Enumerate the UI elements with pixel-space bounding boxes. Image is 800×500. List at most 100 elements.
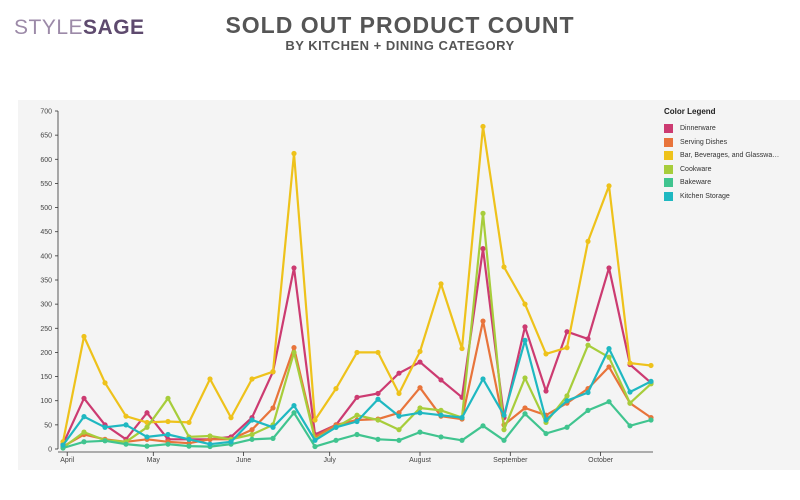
logo-text-style: STYLE — [14, 16, 84, 39]
data-point — [459, 345, 465, 352]
legend-swatch — [664, 124, 673, 134]
data-point — [81, 395, 87, 401]
data-point — [417, 405, 423, 411]
data-point — [375, 417, 381, 423]
legend-label: Kitchen Storage — [680, 192, 730, 200]
y-tick-label: 350 — [40, 278, 52, 285]
data-point — [291, 345, 297, 351]
legend-item[interactable]: Dinnerware — [664, 122, 794, 136]
data-point — [312, 417, 318, 423]
data-point — [102, 424, 108, 430]
data-point — [375, 436, 381, 442]
data-point — [585, 407, 591, 413]
x-tick-label: August — [409, 457, 431, 464]
data-point — [144, 443, 150, 449]
x-tick-label: October — [588, 457, 614, 464]
color-legend: Color Legend Dinnerware Serving Dishes Bar… — [664, 107, 794, 203]
legend-label: Cookware — [680, 165, 712, 173]
data-point — [459, 437, 465, 443]
data-point — [501, 427, 507, 433]
legend-item[interactable]: Bar, Beverages, and Glasswa… — [664, 149, 794, 163]
data-point — [480, 423, 486, 429]
data-point — [522, 324, 528, 330]
data-point — [438, 377, 444, 383]
data-point — [564, 393, 570, 399]
data-point — [291, 150, 297, 157]
data-point — [312, 437, 318, 443]
data-point — [627, 360, 633, 366]
data-point — [543, 388, 549, 394]
data-point — [165, 395, 171, 401]
y-tick-label: 600 — [40, 157, 52, 164]
y-tick-label: 450 — [40, 229, 52, 236]
data-point — [648, 362, 654, 369]
y-tick-label: 500 — [40, 205, 52, 212]
data-point — [417, 385, 423, 391]
legend-swatch — [664, 137, 673, 147]
data-point — [564, 329, 570, 335]
data-point — [606, 183, 612, 189]
data-point — [375, 390, 381, 397]
data-point — [501, 264, 507, 270]
y-tick-label: 700 — [40, 109, 52, 116]
data-point — [396, 370, 402, 376]
data-point — [585, 336, 591, 342]
x-tick-label: April — [60, 457, 74, 464]
legend-item[interactable]: Serving Dishes — [664, 136, 794, 150]
legend-item[interactable]: Bakeware — [664, 176, 794, 190]
data-point — [648, 417, 654, 423]
data-point — [522, 405, 528, 411]
data-point — [480, 123, 486, 130]
data-point — [522, 337, 528, 343]
legend-item[interactable]: Kitchen Storage — [664, 190, 794, 204]
data-point — [627, 400, 633, 406]
data-point — [270, 405, 276, 411]
data-point — [207, 433, 213, 439]
data-point — [249, 417, 255, 423]
data-point — [291, 349, 297, 356]
chart-background — [18, 100, 800, 470]
data-point — [501, 412, 507, 418]
data-point — [606, 345, 612, 352]
legend-swatch — [664, 151, 673, 161]
y-tick-label: 150 — [40, 374, 52, 381]
data-point — [270, 369, 276, 375]
series-line — [62, 400, 652, 450]
series-line — [62, 212, 652, 449]
legend-label: Dinnerware — [680, 125, 716, 133]
data-point — [144, 410, 150, 416]
legend-swatch — [664, 178, 673, 188]
data-point — [228, 415, 234, 421]
data-point — [207, 376, 213, 382]
logo-text-sage: SAGE — [83, 16, 145, 39]
data-point — [333, 424, 339, 430]
data-point — [60, 442, 66, 448]
data-point — [81, 414, 87, 420]
legend-items: Dinnerware Serving Dishes Bar, Beverages, … — [664, 122, 794, 203]
data-point — [417, 359, 423, 365]
data-point — [249, 431, 255, 438]
legend-label: Bakeware — [680, 179, 712, 187]
data-point — [585, 342, 591, 348]
y-tick-label: 300 — [40, 302, 52, 309]
legend-item[interactable]: Cookware — [664, 163, 794, 177]
data-point — [606, 399, 612, 405]
data-point — [606, 364, 612, 370]
data-point — [144, 424, 150, 430]
data-point — [396, 427, 402, 433]
data-point — [480, 210, 486, 216]
data-point — [522, 301, 528, 307]
y-tick-label: 100 — [40, 398, 52, 405]
data-point — [312, 443, 318, 450]
data-point — [165, 418, 171, 425]
data-point — [438, 412, 444, 418]
data-point — [186, 443, 192, 449]
legend-swatch — [664, 164, 673, 174]
data-point — [102, 438, 108, 444]
data-point — [228, 439, 234, 445]
data-point — [459, 415, 465, 421]
data-point — [123, 413, 129, 419]
x-tick-label: May — [147, 457, 161, 464]
data-point — [480, 376, 486, 382]
